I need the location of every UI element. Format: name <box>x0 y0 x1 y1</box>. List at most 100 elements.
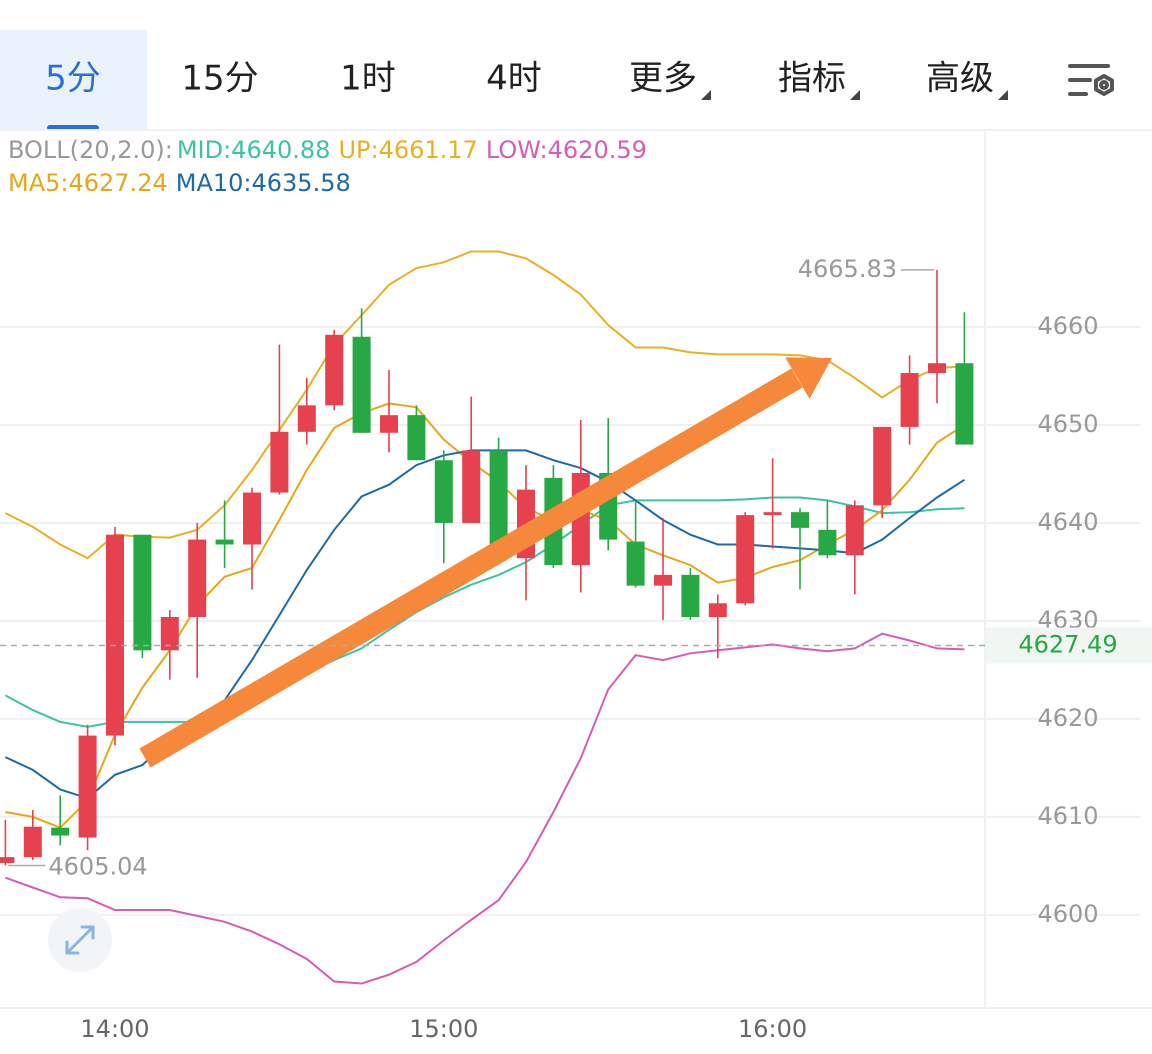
candle-body <box>160 617 179 651</box>
candle <box>845 500 864 595</box>
candle <box>297 377 316 445</box>
candle <box>243 487 261 590</box>
candle-body <box>380 415 398 433</box>
tab-selected-bg <box>0 30 147 130</box>
candle <box>325 329 344 411</box>
candle <box>434 450 453 564</box>
candle-body <box>325 334 344 406</box>
candle-body <box>434 460 453 523</box>
indicator-line <box>5 402 965 829</box>
legend-entry: MA5:4627.24 <box>8 169 168 197</box>
tab[interactable]: 指标 <box>778 59 860 101</box>
legend-entry: LOW:4620.59 <box>486 136 647 164</box>
y-tick-label: 4610 <box>1037 802 1098 830</box>
indicator-line <box>4 496 965 728</box>
candle <box>215 500 234 569</box>
candle <box>873 426 892 519</box>
legend-entry: MID:4640.88 <box>177 136 331 164</box>
y-tick-label: 4640 <box>1037 508 1098 536</box>
candle <box>900 355 919 445</box>
x-tick-label: 14:00 <box>80 1015 149 1043</box>
dropdown-caret <box>998 90 1008 100</box>
y-tick-label: 4650 <box>1037 410 1098 438</box>
candle-body <box>462 450 481 523</box>
candle <box>818 500 837 559</box>
candle <box>188 522 207 678</box>
candle <box>0 819 15 866</box>
candle-body <box>900 373 919 427</box>
dropdown-caret <box>850 90 860 100</box>
candle <box>380 370 398 453</box>
low-marker-label: 4605.04 <box>48 853 147 881</box>
y-tick-label: 4600 <box>1037 900 1098 928</box>
high-marker-label: 4665.83 <box>798 255 897 283</box>
candle <box>51 795 70 846</box>
candle <box>133 534 152 659</box>
candle-body <box>873 426 892 506</box>
candle-body <box>489 450 508 545</box>
annotations: 4665.83 4605.04 4627.49 <box>0 255 1152 881</box>
candle <box>791 508 809 590</box>
tab-label: 5分 <box>45 59 101 99</box>
legend-entry: UP:4661.17 <box>338 136 477 164</box>
indicator-line <box>4 250 965 560</box>
candle-body <box>352 336 371 433</box>
legend-entry: MA10:4635.58 <box>176 169 351 197</box>
candle <box>736 512 755 606</box>
indicator-label: BOLL(20,2.0): <box>8 136 173 164</box>
candle-body <box>736 515 755 604</box>
tab-label: 4时 <box>486 59 542 99</box>
candle <box>681 568 700 620</box>
candle-body <box>845 505 864 556</box>
tab-label: 指标 <box>778 59 846 99</box>
candle <box>462 396 481 523</box>
candle-body <box>133 534 152 651</box>
candle-body <box>106 534 124 736</box>
candle-body <box>243 492 261 545</box>
candle-body <box>215 539 234 545</box>
candles <box>0 269 974 866</box>
candle-body <box>763 512 782 516</box>
candle <box>763 458 782 549</box>
last-price-label: 4627.49 <box>1018 631 1117 659</box>
tab[interactable]: 15分 <box>181 59 258 99</box>
tab-label: 更多 <box>629 59 697 99</box>
candle <box>352 308 371 433</box>
candle-body <box>0 857 15 863</box>
candle-body <box>270 431 289 493</box>
tab[interactable]: 4时 <box>486 59 542 99</box>
candle-body <box>626 541 645 586</box>
candle-body <box>654 574 672 586</box>
candle <box>708 594 727 659</box>
candle-body <box>708 603 727 618</box>
candle <box>955 312 974 445</box>
candle <box>626 500 645 588</box>
candle-body <box>928 363 946 374</box>
candle-body <box>188 539 207 618</box>
tab[interactable]: 1时 <box>340 59 396 99</box>
candle-body <box>297 405 316 432</box>
candle-body <box>818 529 837 556</box>
indicator-line <box>5 632 965 985</box>
tab-label: 15分 <box>181 59 258 99</box>
candle-body <box>51 827 70 836</box>
settings-icon[interactable] <box>1068 64 1114 96</box>
x-tick-label: 16:00 <box>738 1015 807 1043</box>
tab[interactable]: 5分 <box>0 30 147 131</box>
tab-bar: 5分 15分 1时 4时 更多 指标 高级 <box>0 30 1008 131</box>
candle <box>78 724 97 851</box>
candle <box>270 344 289 495</box>
expand-button[interactable] <box>48 908 112 972</box>
candle <box>489 437 508 545</box>
tab-label: 1时 <box>340 59 396 99</box>
candle <box>407 405 426 461</box>
candle-body <box>681 574 700 618</box>
tab[interactable]: 更多 <box>629 59 711 101</box>
dropdown-caret <box>701 90 711 100</box>
candle-body <box>791 512 809 528</box>
tab[interactable]: 高级 <box>926 59 1008 101</box>
last-price-box <box>986 627 1152 664</box>
x-tick-label: 15:00 <box>409 1015 478 1043</box>
